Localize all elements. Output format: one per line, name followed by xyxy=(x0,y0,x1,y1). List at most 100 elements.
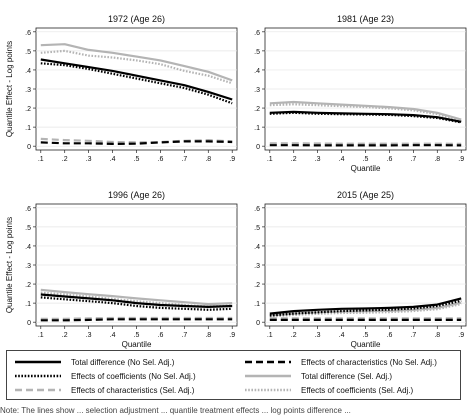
x-tick-label: .8 xyxy=(434,156,440,163)
y-tick-label: .5 xyxy=(254,49,260,56)
y-tick-label: .4 xyxy=(25,68,31,75)
panel-3: 1996 (Age 26) 0 .1 .2 .3 .4 .5 .6 .1 .2 .3 .4 .5 .6 .7… xyxy=(5,190,238,349)
x-tick-label: .4 xyxy=(339,156,345,163)
legend-label-total-sel: Total difference (Sel. Adj.) xyxy=(301,371,393,381)
panel-1: 1972 (Age 26) 0 .1 .2 .3 .4 .5 .6 .1 .2 .3 .4 .5 .6 .7… xyxy=(5,14,238,163)
x-tick-label: .7 xyxy=(181,332,187,339)
series-line-total-sel xyxy=(269,100,462,121)
y-tick-label: .2 xyxy=(254,282,260,289)
x-tick-label: .8 xyxy=(434,332,440,339)
y-tick-label: .5 xyxy=(25,225,31,232)
legend-label-char-sel: Effects of characteristics (Sel. Adj.) xyxy=(71,385,195,395)
y-axis-label: Quantile Effect - Log points xyxy=(5,217,14,313)
series-line-total-sel xyxy=(40,288,233,306)
panel-title: 2015 (Age 25) xyxy=(337,190,394,200)
x-tick-label: .2 xyxy=(291,332,297,339)
x-tick-label: .2 xyxy=(62,332,68,339)
y-tick-label: .1 xyxy=(25,125,31,132)
x-tick-label: .3 xyxy=(315,332,321,339)
series-line-total-nosel xyxy=(40,293,233,308)
panel-title: 1972 (Age 26) xyxy=(108,14,165,24)
y-tick-label: .2 xyxy=(254,106,260,113)
y-tick-label: .3 xyxy=(254,263,260,270)
x-tick-label: .7 xyxy=(410,332,416,339)
x-tick-label: .3 xyxy=(86,332,92,339)
x-tick-label: .1 xyxy=(38,332,44,339)
x-tick-label: .6 xyxy=(158,332,164,339)
series-line-char-nosel xyxy=(40,318,233,322)
series-line-coef-sel xyxy=(40,49,233,85)
legend-label-coef-nosel: Effects of coefficients (No Sel. Adj.) xyxy=(71,371,196,381)
legend-item-char-sel: Effects of characteristics (Sel. Adj.) xyxy=(15,384,194,396)
x-tick-label: .9 xyxy=(229,156,235,163)
y-tick-label: .6 xyxy=(25,30,31,37)
panel-title: 1981 (Age 23) xyxy=(337,14,394,24)
x-tick-label: .9 xyxy=(458,156,464,163)
y-tick-label: 0 xyxy=(27,320,31,327)
y-tick-label: .4 xyxy=(25,244,31,251)
y-tick-label: .6 xyxy=(25,206,31,213)
x-tick-label: .4 xyxy=(110,156,116,163)
legend-item-total-nosel: Total difference (No Sel. Adj.) xyxy=(15,356,174,368)
x-tick-label: .9 xyxy=(229,332,235,339)
y-tick-label: .4 xyxy=(254,244,260,251)
x-axis-label: Quantile xyxy=(351,340,381,349)
legend-swatch-coef-nosel xyxy=(15,374,61,378)
x-tick-label: .6 xyxy=(158,156,164,163)
panel-4: 2015 (Age 25) 0 .1 .2 .3 .4 .5 .6 .1 .2 .3 .4 .5 .6 .7… xyxy=(254,190,467,349)
legend-item-coef-sel: Effects of coefficients (Sel. Adj.) xyxy=(245,384,413,396)
series-line-total-sel xyxy=(40,43,233,82)
legend-label-coef-sel: Effects of coefficients (Sel. Adj.) xyxy=(301,385,414,395)
y-tick-label: .5 xyxy=(254,225,260,232)
y-tick-label: .4 xyxy=(254,68,260,75)
y-tick-label: 0 xyxy=(256,144,260,151)
x-tick-label: .1 xyxy=(267,156,273,163)
series-line-coef-nosel xyxy=(40,296,233,311)
panel-title: 1996 (Age 26) xyxy=(108,190,165,200)
x-tick-label: .9 xyxy=(458,332,464,339)
x-tick-label: .5 xyxy=(363,156,369,163)
y-tick-label: .5 xyxy=(25,49,31,56)
y-tick-label: .6 xyxy=(254,206,260,213)
figure-canvas: 1972 (Age 26) 0 .1 .2 .3 .4 .5 .6 .1 .2 .3 .4 .5 .6 .7… xyxy=(5,14,467,349)
legend: Total difference (No Sel. Adj.) Effects … xyxy=(6,350,461,400)
series-line-char-sel xyxy=(269,142,462,145)
series-line-total-nosel xyxy=(269,110,462,123)
series-line-char-sel xyxy=(40,316,233,320)
legend-swatch-char-nosel xyxy=(245,360,291,364)
legend-item-char-nosel: Effects of characteristics (No Sel. Adj.… xyxy=(245,356,437,368)
x-axis-label: Quantile xyxy=(122,340,152,349)
series-line-total-sel xyxy=(269,301,462,317)
x-tick-label: .4 xyxy=(110,332,116,339)
y-tick-label: .6 xyxy=(254,30,260,37)
series-line-char-nosel xyxy=(40,140,233,145)
y-tick-label: .3 xyxy=(25,87,31,94)
y-tick-label: .3 xyxy=(25,263,31,270)
legend-swatch-total-nosel xyxy=(15,360,61,364)
series-line-total-nosel xyxy=(269,297,462,315)
legend-label-total-nosel: Total difference (No Sel. Adj.) xyxy=(71,357,175,367)
x-tick-label: .8 xyxy=(205,156,211,163)
figure-caption: Note: The lines show ... selection adjus… xyxy=(0,406,351,415)
legend-item-coef-nosel: Effects of coefficients (No Sel. Adj.) xyxy=(15,370,196,382)
x-tick-label: .1 xyxy=(267,332,273,339)
y-tick-label: .1 xyxy=(254,301,260,308)
y-tick-label: .1 xyxy=(254,125,260,132)
x-tick-label: .8 xyxy=(205,332,211,339)
y-tick-label: .1 xyxy=(25,301,31,308)
x-tick-label: .3 xyxy=(86,156,92,163)
x-tick-label: .2 xyxy=(62,156,68,163)
y-tick-label: .3 xyxy=(254,87,260,94)
x-tick-label: .4 xyxy=(339,332,345,339)
legend-swatch-total-sel xyxy=(245,374,291,378)
y-tick-label: .2 xyxy=(25,282,31,289)
series-line-total-nosel xyxy=(40,58,233,101)
y-axis-label: Quantile Effect - Log points xyxy=(5,41,14,137)
x-tick-label: .7 xyxy=(181,156,187,163)
x-tick-label: .7 xyxy=(410,156,416,163)
x-tick-label: .5 xyxy=(363,332,369,339)
x-tick-label: .6 xyxy=(387,332,393,339)
x-tick-label: .5 xyxy=(134,332,140,339)
x-tick-label: .3 xyxy=(315,156,321,163)
y-tick-label: .2 xyxy=(25,106,31,113)
